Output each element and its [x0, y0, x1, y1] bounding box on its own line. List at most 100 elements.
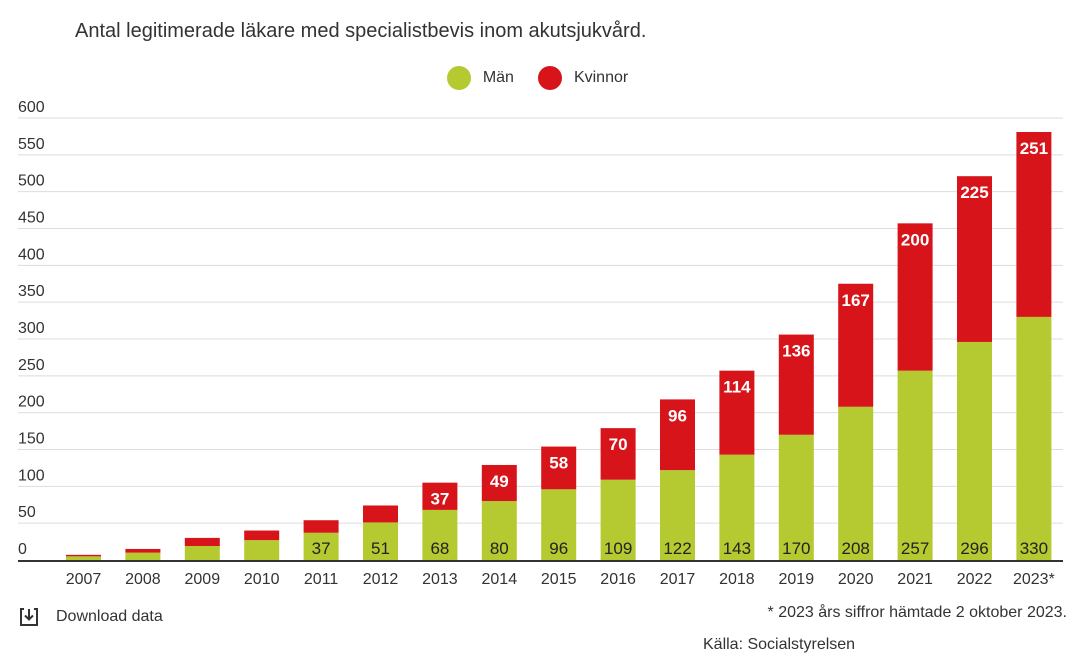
y-tick-label: 400 — [18, 246, 45, 263]
x-tick-label: 2016 — [600, 571, 636, 588]
bar-man — [719, 454, 755, 560]
data-label: 200 — [901, 230, 929, 249]
data-label: 296 — [960, 539, 988, 558]
data-label: 136 — [782, 342, 810, 361]
x-tick-label: 2010 — [244, 571, 280, 588]
bar-kvinnor — [660, 399, 695, 471]
bar-kvinnor — [125, 548, 161, 553]
bar-man — [897, 370, 933, 560]
x-tick-label: 2011 — [304, 571, 339, 588]
bar-man — [600, 479, 636, 560]
y-tick-label: 350 — [18, 283, 45, 300]
legend-label-kvinnor: Kvinnor — [573, 69, 629, 86]
x-tick-label: 2020 — [838, 571, 874, 588]
bar-kvinnor — [541, 446, 577, 490]
data-label: 114 — [723, 378, 751, 397]
y-tick-label: 450 — [18, 210, 45, 227]
bar-kvinnor — [600, 428, 636, 480]
source-note: Källa: Socialstyrelsen — [703, 636, 856, 653]
legend: Män Kvinnor — [0, 66, 1075, 90]
legend-swatch-man — [446, 66, 471, 90]
x-tick-label: 2007 — [66, 571, 102, 588]
bar-man — [838, 406, 874, 560]
data-label: 257 — [901, 539, 929, 558]
legend-label-man: Män — [482, 69, 514, 86]
y-tick-label: 550 — [18, 136, 45, 153]
bar-man — [184, 546, 220, 560]
chart-title: Antal legitimerade läkare med specialist… — [75, 20, 647, 42]
x-tick-label: 2021 — [897, 571, 933, 588]
bar-kvinnor — [481, 464, 517, 502]
stacked-bar-chart: 0501001502002503003504004505005506002007… — [18, 99, 1063, 588]
data-label: 49 — [490, 472, 509, 491]
y-tick-label: 200 — [18, 394, 45, 411]
bar-kvinnor — [303, 520, 339, 533]
download-data-label: Download data — [56, 608, 163, 625]
bar-kvinnor — [422, 482, 458, 510]
data-label: 208 — [842, 539, 870, 558]
bar-kvinnor — [184, 537, 220, 547]
y-tick-label: 300 — [18, 320, 45, 337]
bar-kvinnor — [838, 283, 874, 407]
legend-item-kvinnor[interactable]: Kvinnor — [537, 66, 629, 90]
data-label: 58 — [549, 454, 568, 473]
bar-kvinnor — [719, 370, 755, 455]
y-tick-label: 0 — [18, 541, 27, 558]
y-tick-label: 250 — [18, 357, 45, 374]
x-tick-label: 2012 — [363, 571, 399, 588]
y-tick-label: 600 — [18, 99, 45, 116]
bar-kvinnor — [66, 554, 101, 557]
x-tick-label: 2013 — [422, 571, 458, 588]
data-label: 70 — [609, 435, 628, 454]
download-icon — [20, 608, 38, 626]
bar-man — [363, 522, 398, 560]
data-label: 96 — [549, 539, 568, 558]
x-tick-label: 2014 — [482, 571, 518, 588]
x-tick-label: 2017 — [660, 571, 696, 588]
data-label: 167 — [842, 291, 870, 310]
bar-kvinnor — [897, 223, 933, 371]
bar-man — [303, 532, 339, 560]
bar-man — [660, 470, 695, 560]
y-tick-label: 100 — [18, 467, 45, 484]
data-label: 109 — [604, 539, 632, 558]
x-tick-label: 2022 — [957, 571, 993, 588]
data-label: 330 — [1020, 539, 1048, 558]
y-tick-label: 50 — [18, 504, 36, 521]
x-tick-label: 2015 — [541, 571, 577, 588]
bar-man — [778, 434, 814, 560]
bar-kvinnor — [363, 505, 398, 523]
x-tick-label: 2018 — [719, 571, 755, 588]
bar-man — [541, 489, 577, 560]
bar-man — [1016, 316, 1052, 560]
data-label: 225 — [960, 183, 988, 202]
bar-man — [125, 552, 161, 560]
data-label: 80 — [490, 539, 509, 558]
data-label: 37 — [430, 490, 449, 509]
footnote: * 2023 års siffror hämtade 2 oktober 202… — [767, 604, 1067, 621]
data-label: 170 — [782, 539, 810, 558]
data-label: 37 — [312, 539, 331, 558]
bar-kvinnor — [957, 176, 992, 342]
bar-kvinnor — [1016, 131, 1052, 317]
data-label: 68 — [430, 539, 449, 558]
legend-swatch-kvinnor — [537, 66, 562, 90]
x-tick-label: 2023* — [1013, 571, 1055, 588]
bar-man — [957, 341, 992, 560]
download-data-button[interactable]: Download data — [18, 606, 163, 628]
bar-man — [481, 501, 517, 560]
data-label: 51 — [371, 539, 390, 558]
bar-man — [244, 540, 280, 560]
y-tick-label: 150 — [18, 431, 45, 448]
y-tick-label: 500 — [18, 173, 45, 190]
x-tick-label: 2008 — [125, 571, 161, 588]
bar-man — [422, 509, 458, 560]
data-label: 251 — [1020, 139, 1048, 158]
bar-kvinnor — [244, 530, 280, 541]
data-label: 122 — [663, 539, 691, 558]
x-tick-label: 2019 — [779, 571, 815, 588]
legend-item-man[interactable]: Män — [446, 66, 514, 90]
data-label: 143 — [723, 539, 751, 558]
x-tick-label: 2009 — [185, 571, 221, 588]
bar-man — [66, 556, 101, 560]
